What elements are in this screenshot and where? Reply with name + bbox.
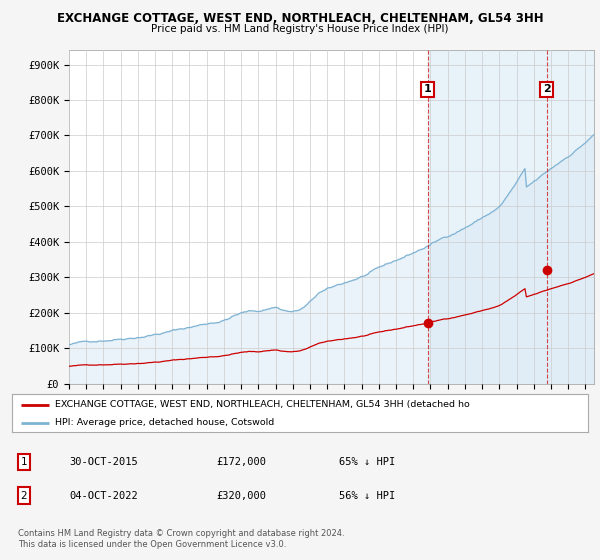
Text: EXCHANGE COTTAGE, WEST END, NORTHLEACH, CHELTENHAM, GL54 3HH: EXCHANGE COTTAGE, WEST END, NORTHLEACH, …: [56, 12, 544, 25]
Text: HPI: Average price, detached house, Cotswold: HPI: Average price, detached house, Cots…: [55, 418, 274, 427]
Text: 56% ↓ HPI: 56% ↓ HPI: [339, 491, 395, 501]
Text: 2: 2: [20, 491, 28, 501]
Bar: [428, 50, 594, 384]
Text: Contains HM Land Registry data © Crown copyright and database right 2024.
This d: Contains HM Land Registry data © Crown c…: [18, 529, 344, 549]
Text: 30-OCT-2015: 30-OCT-2015: [69, 457, 138, 467]
Text: 04-OCT-2022: 04-OCT-2022: [69, 491, 138, 501]
Text: EXCHANGE COTTAGE, WEST END, NORTHLEACH, CHELTENHAM, GL54 3HH (detached ho: EXCHANGE COTTAGE, WEST END, NORTHLEACH, …: [55, 400, 470, 409]
Text: 1: 1: [20, 457, 28, 467]
Text: 65% ↓ HPI: 65% ↓ HPI: [339, 457, 395, 467]
Text: 2: 2: [543, 85, 551, 95]
Text: 1: 1: [424, 85, 431, 95]
Text: Price paid vs. HM Land Registry's House Price Index (HPI): Price paid vs. HM Land Registry's House …: [151, 24, 449, 34]
Text: £320,000: £320,000: [216, 491, 266, 501]
Text: £172,000: £172,000: [216, 457, 266, 467]
